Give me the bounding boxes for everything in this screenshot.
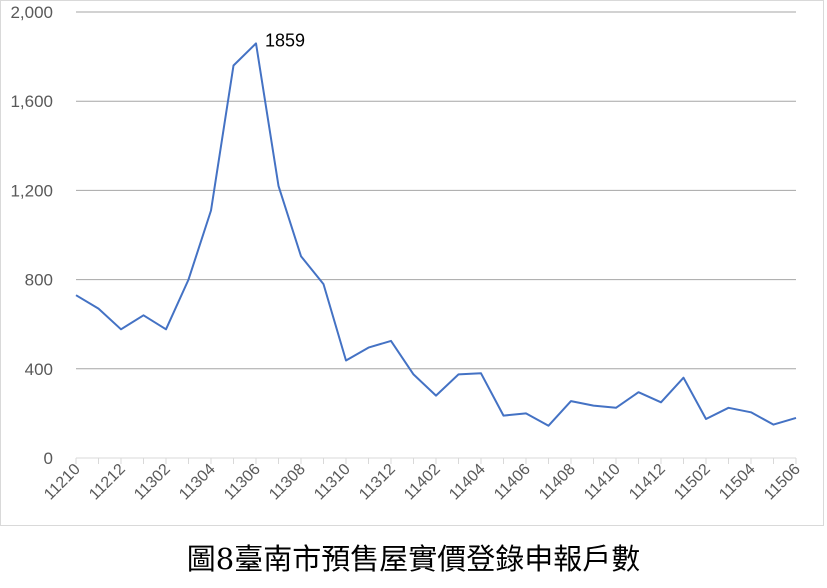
data-point bbox=[164, 327, 168, 331]
chart-frame bbox=[0, 0, 824, 526]
y-tick-label: 2,000 bbox=[10, 3, 53, 22]
y-tick-label: 1,200 bbox=[10, 181, 53, 200]
x-tick-label: 11406 bbox=[491, 461, 534, 504]
data-point bbox=[749, 410, 753, 414]
data-point bbox=[367, 346, 371, 350]
data-point bbox=[457, 372, 461, 376]
x-tick-label: 11308 bbox=[266, 461, 309, 504]
data-point bbox=[119, 327, 123, 331]
x-tick-label: 11302 bbox=[131, 461, 174, 504]
data-point bbox=[299, 254, 303, 258]
data-point bbox=[142, 313, 146, 317]
data-point bbox=[277, 184, 281, 188]
data-point bbox=[74, 293, 78, 297]
x-tick-label: 11306 bbox=[221, 461, 264, 504]
data-point bbox=[344, 359, 348, 363]
x-tick-label: 11310 bbox=[311, 461, 354, 504]
x-tick-label: 11304 bbox=[176, 461, 219, 504]
data-point bbox=[592, 404, 596, 408]
data-point bbox=[502, 414, 506, 418]
data-point bbox=[704, 417, 708, 421]
data-point bbox=[682, 376, 686, 380]
data-point bbox=[569, 399, 573, 403]
data-point bbox=[547, 424, 551, 428]
y-tick-label: 800 bbox=[25, 271, 53, 290]
x-tick-label: 11404 bbox=[446, 461, 489, 504]
data-point bbox=[479, 371, 483, 375]
data-point bbox=[772, 423, 776, 427]
x-tick-label: 11502 bbox=[671, 461, 714, 504]
data-point bbox=[727, 406, 731, 410]
y-tick-label: 1,600 bbox=[10, 92, 53, 111]
y-tick-label: 400 bbox=[25, 360, 53, 379]
data-point bbox=[187, 278, 191, 282]
y-tick-label: 0 bbox=[44, 449, 53, 468]
x-tick-label: 11412 bbox=[626, 461, 669, 504]
x-tick-label: 11504 bbox=[716, 461, 759, 504]
x-tick-label: 11408 bbox=[536, 461, 579, 504]
chart-caption: 圖8臺南市預售屋實價登錄申報戶數 bbox=[186, 542, 641, 576]
data-point bbox=[794, 416, 798, 420]
data-point bbox=[637, 390, 641, 394]
x-tick-label: 11410 bbox=[581, 461, 624, 504]
series-line bbox=[75, 42, 797, 427]
x-tick-label: 11212 bbox=[86, 461, 129, 504]
data-point bbox=[412, 372, 416, 376]
data-point bbox=[232, 64, 236, 68]
data-point bbox=[524, 411, 528, 415]
data-point bbox=[659, 400, 663, 404]
data-point bbox=[209, 208, 213, 212]
data-point bbox=[322, 282, 326, 286]
data-point bbox=[614, 406, 618, 410]
data-point bbox=[434, 394, 438, 398]
x-tick-label: 11402 bbox=[401, 461, 444, 504]
data-point bbox=[389, 339, 393, 343]
x-tick-label: 11506 bbox=[761, 461, 804, 504]
data-point bbox=[97, 307, 101, 311]
x-tick-label: 11312 bbox=[356, 461, 399, 504]
data-label-peak: 1859 bbox=[265, 30, 305, 50]
data-point bbox=[254, 41, 258, 45]
